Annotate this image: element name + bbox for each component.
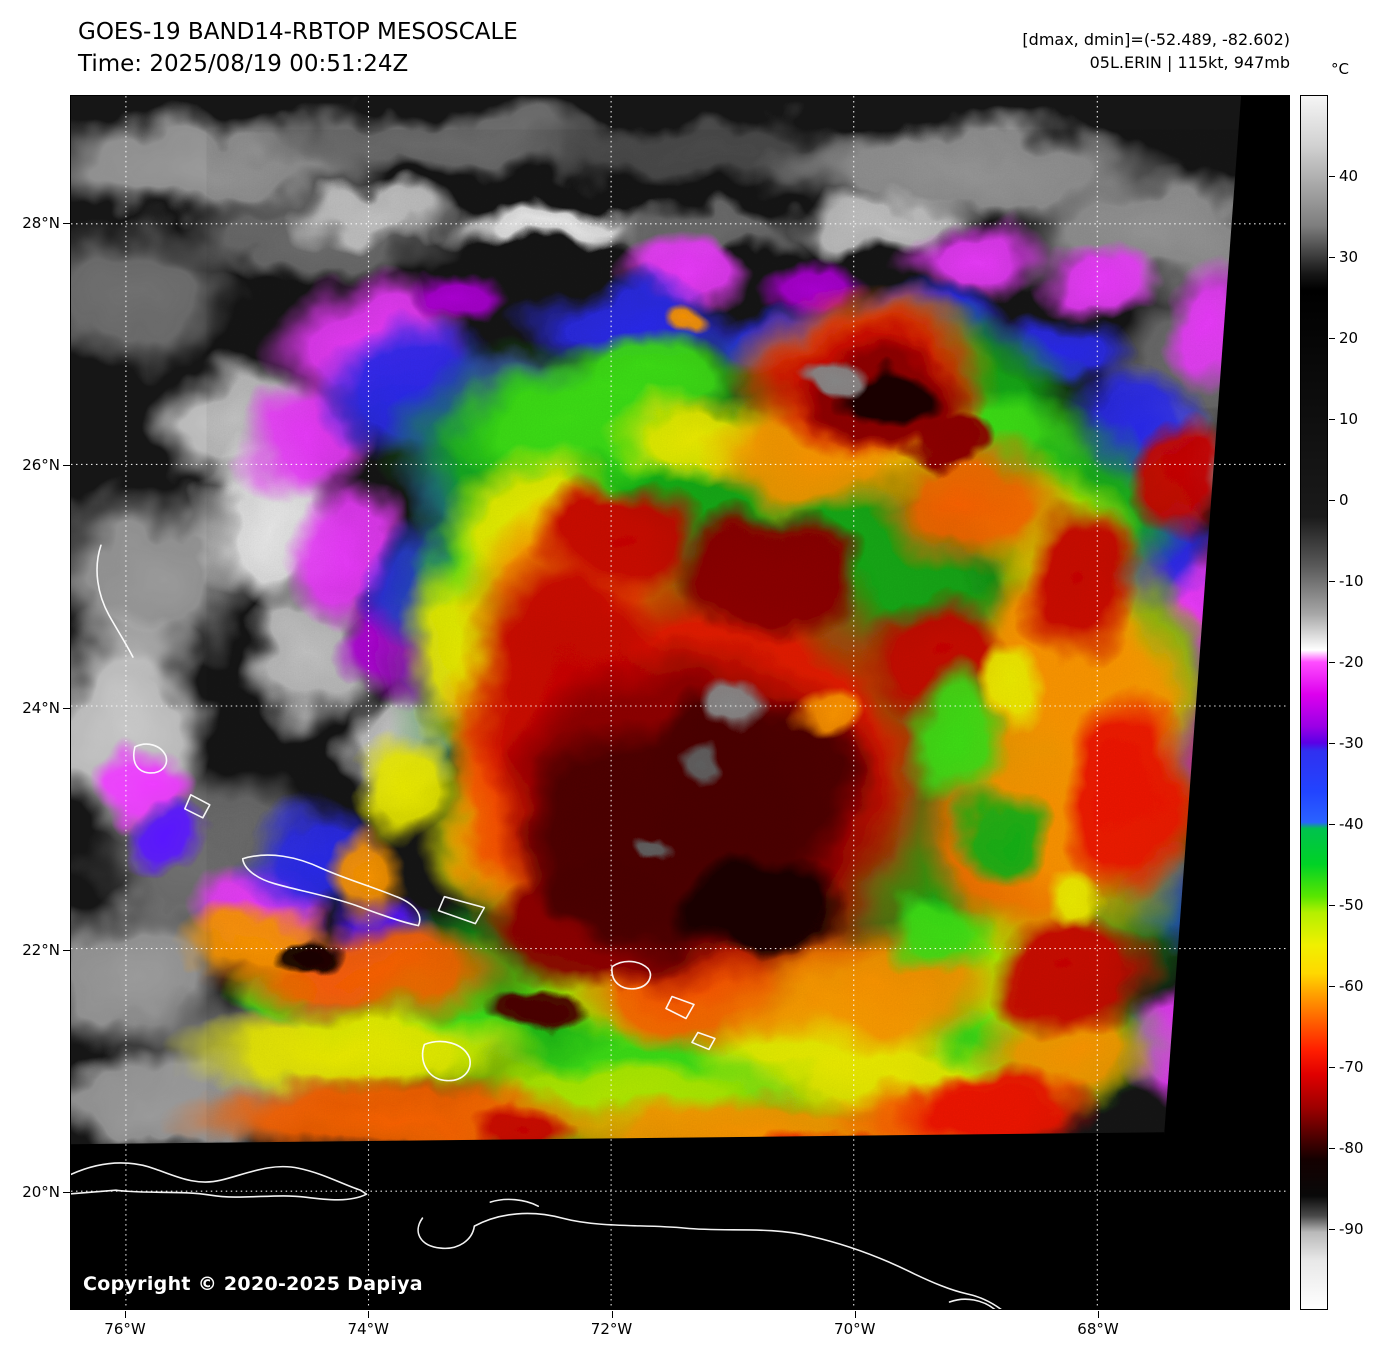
lon-label: 72°W — [590, 1320, 633, 1338]
colorbar-tick-label: -30 — [1339, 734, 1364, 752]
colorbar-tick-label: -50 — [1339, 896, 1364, 914]
colorbar-tick-label: -60 — [1339, 977, 1364, 995]
colorbar-tick-label: -80 — [1339, 1139, 1364, 1157]
lon-label: 76°W — [104, 1320, 146, 1338]
satellite-svg — [71, 96, 1289, 1309]
no-data-region — [71, 96, 1289, 1309]
colorbar-tick-mark — [1329, 905, 1335, 906]
colorbar-tick-mark — [1329, 338, 1335, 339]
lat-tick-mark — [63, 223, 70, 224]
coastlines — [71, 544, 1002, 1309]
lat-tick-mark — [63, 949, 70, 951]
colorbar-tick-mark — [1329, 1067, 1335, 1068]
coastline-hispaniola — [417, 1212, 1002, 1309]
lon-label: 70°W — [834, 1320, 876, 1338]
colorbar-tick-mark — [1329, 1229, 1335, 1230]
lon-tick-mark — [854, 1311, 856, 1318]
colorbar-tick-mark — [1329, 986, 1335, 987]
colorbar-tick-label: 0 — [1339, 491, 1349, 509]
lon-label: 74°W — [347, 1320, 389, 1338]
lon-tick-mark — [368, 1311, 370, 1318]
coastline-islet — [948, 1298, 996, 1309]
colorbar-tick-label: -10 — [1339, 572, 1364, 590]
colorbar-tick-label: 30 — [1339, 248, 1359, 266]
satellite-image: Copyright © 2020-2025 Dapiya — [70, 95, 1290, 1310]
dmax-dmin-readout: [dmax, dmin]=(-52.489, -82.602) — [1022, 30, 1290, 49]
colorbar-unit: °C — [1331, 60, 1349, 78]
lon-tick-mark — [1098, 1311, 1099, 1318]
lat-label: 20°N — [22, 1183, 60, 1201]
header-left: GOES-19 BAND14-RBTOP MESOSCALE Time: 202… — [78, 16, 518, 80]
coastline-tortuga — [489, 1198, 540, 1207]
texture-overlay — [300, 225, 1240, 1185]
lat-tick-mark — [63, 1192, 70, 1193]
lon-axis: 76°W 74°W 72°W 70°W 68°W — [70, 1311, 1290, 1351]
lat-axis: 28°N 26°N 24°N 22°N 20°N — [0, 95, 70, 1310]
colorbar-tick-label: -20 — [1339, 653, 1364, 671]
colorbar-tick-label: 10 — [1339, 410, 1359, 428]
colorbar-tick-mark — [1329, 419, 1335, 420]
page-title: GOES-19 BAND14-RBTOP MESOSCALE — [78, 19, 518, 45]
lat-label: 28°N — [22, 214, 60, 232]
coastline-bahamas — [96, 544, 134, 658]
colorbar-tick-label: -70 — [1339, 1058, 1364, 1076]
lat-label: 22°N — [22, 940, 60, 959]
lon-tick-mark — [125, 1311, 126, 1318]
header-right: [dmax, dmin]=(-52.489, -82.602) 05L.ERIN… — [1022, 28, 1290, 74]
colorbar-tick-label: -90 — [1339, 1220, 1364, 1238]
colorbar-tick-mark — [1329, 500, 1335, 501]
colorbar-tick-label: -40 — [1339, 815, 1364, 833]
colorbar-tick-label: 40 — [1339, 167, 1359, 185]
lat-label: 24°N — [22, 698, 60, 717]
colorbar-gradient — [1300, 95, 1328, 1310]
lon-label: 68°W — [1077, 1320, 1119, 1338]
lon-tick-mark — [611, 1311, 613, 1318]
colorbar-tick-mark — [1329, 1148, 1335, 1149]
colorbar-tick-mark — [1329, 743, 1335, 744]
lat-tick-mark — [63, 707, 70, 709]
colorbar-tick-mark — [1329, 662, 1335, 663]
colorbar-tick-mark — [1329, 581, 1335, 582]
lat-label: 26°N — [22, 456, 60, 475]
gridlines — [71, 96, 1289, 1309]
colorbar-tick-mark — [1329, 257, 1335, 258]
colorbar-ticks: 40 30 20 10 0 -10 -20 -30 -40 -50 -60 -70 -80 -90 — [1329, 95, 1389, 1310]
colorbar-tick-mark — [1329, 176, 1335, 177]
coastline-cuba — [71, 1162, 368, 1201]
lat-tick-mark — [63, 465, 70, 467]
colorbar-tick-mark — [1329, 824, 1335, 825]
storm-info: 05L.ERIN | 115kt, 947mb — [1089, 53, 1290, 72]
copyright-watermark: Copyright © 2020-2025 Dapiya — [83, 1273, 423, 1295]
colorbar-tick-label: 20 — [1339, 329, 1359, 347]
timestamp: Time: 2025/08/19 00:51:24Z — [78, 51, 409, 77]
